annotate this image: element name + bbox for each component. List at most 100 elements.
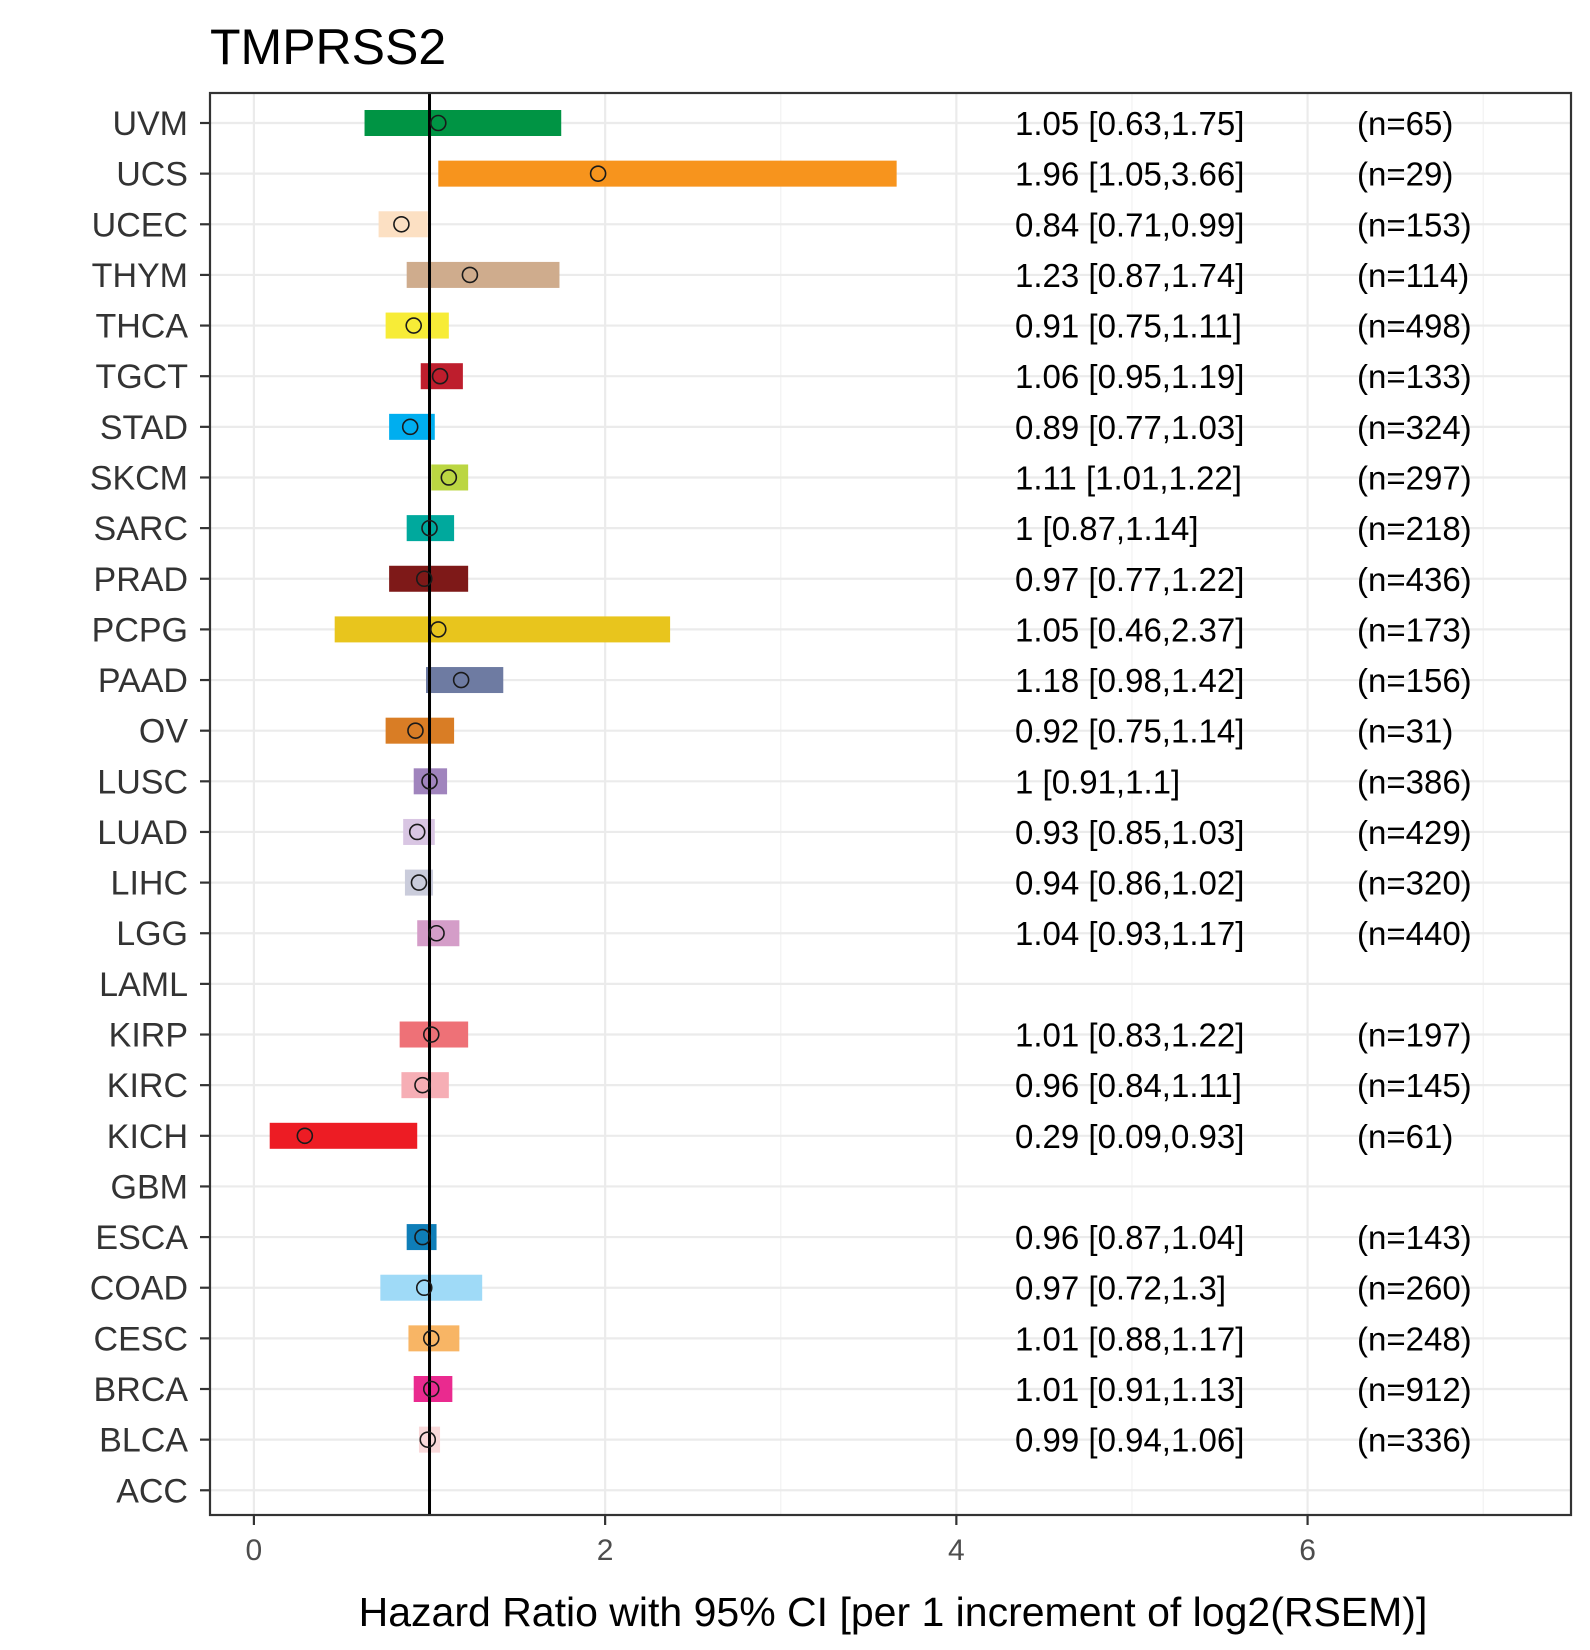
y-tick-label-stad: STAD	[100, 409, 188, 447]
x-tick-label: 6	[1299, 1534, 1316, 1567]
y-tick-label-ucs: UCS	[116, 156, 188, 194]
ci-label-ov: 0.92 [0.75,1.14]	[1015, 713, 1244, 750]
x-axis: 0 2 4 6	[246, 1515, 1316, 1567]
ci-label-thca: 0.91 [0.75,1.11]	[1015, 308, 1242, 345]
hr-point-stad	[401, 418, 419, 436]
hr-point-ucec	[393, 215, 410, 233]
n-label-lihc: (n=320)	[1357, 865, 1472, 902]
hr-point-paad	[452, 671, 470, 689]
n-label-brca: (n=912)	[1357, 1371, 1472, 1408]
hr-point-ov	[407, 722, 424, 739]
n-label-thca: (n=498)	[1357, 308, 1472, 345]
ci-label-uvm: 1.05 [0.63,1.75]	[1015, 105, 1244, 142]
hr-point-esca	[414, 1228, 431, 1246]
hr-point-kirp	[422, 1026, 440, 1043]
ci-label-skcm: 1.11 [1.01,1.22]	[1015, 459, 1242, 496]
ci-label-sarc: 1 [0.87,1.14]	[1015, 510, 1198, 547]
y-tick-label-coad: COAD	[90, 1270, 188, 1308]
n-label-luad: (n=429)	[1357, 814, 1472, 851]
ci-bar-skcm	[431, 464, 469, 491]
n-label-paad: (n=156)	[1357, 662, 1472, 699]
n-label-pcpg: (n=173)	[1357, 611, 1472, 648]
hr-point-sarc	[421, 519, 438, 537]
ci-label-tgct: 1.06 [0.95,1.19]	[1015, 358, 1244, 395]
y-tick-label-thca: THCA	[95, 308, 188, 346]
ci-label-brca: 1.01 [0.91,1.13]	[1015, 1371, 1244, 1408]
y-tick-label-paad: PAAD	[98, 662, 188, 700]
y-tick-label-lihc: LIHC	[111, 865, 188, 903]
n-label-sarc: (n=218)	[1357, 510, 1472, 547]
ci-label-kirp: 1.01 [0.83,1.22]	[1015, 1017, 1244, 1054]
y-tick-label-luad: LUAD	[97, 814, 188, 852]
ci-bar-lgg	[417, 920, 460, 947]
ci-bar-thca	[385, 312, 449, 339]
n-label-esca: (n=143)	[1357, 1219, 1472, 1256]
ci-label-kirc: 0.96 [0.84,1.11]	[1015, 1067, 1242, 1104]
y-tick-label-uvm: UVM	[112, 105, 188, 143]
n-label-uvm: (n=65)	[1357, 105, 1453, 142]
y-tick-label-pcpg: PCPG	[92, 611, 188, 649]
y-tick-label-ucec: UCEC	[92, 206, 188, 244]
ci-bar-esca	[406, 1224, 437, 1251]
n-label-tgct: (n=133)	[1357, 358, 1472, 395]
n-label-kirc: (n=145)	[1357, 1067, 1472, 1104]
y-tick-label-lusc: LUSC	[97, 763, 188, 801]
hr-point-thca	[405, 317, 423, 334]
hr-point-ucs	[589, 165, 607, 182]
n-label-kirp: (n=197)	[1357, 1017, 1472, 1054]
hr-point-skcm	[440, 469, 458, 486]
y-tick-label-kirc: KIRC	[107, 1067, 188, 1105]
hr-point-lihc	[410, 874, 428, 891]
x-tick-label: 2	[597, 1534, 614, 1567]
y-tick-label-tgct: TGCT	[95, 358, 188, 396]
n-label-kich: (n=61)	[1357, 1118, 1453, 1155]
hr-point-blca	[419, 1431, 437, 1448]
n-label-skcm: (n=297)	[1357, 459, 1472, 496]
y-tick-label-esca: ESCA	[95, 1219, 188, 1257]
ci-bar-ucec	[378, 211, 428, 238]
hr-point-tgct	[431, 367, 449, 385]
ci-bar-cesc	[408, 1325, 460, 1352]
ci-bar-brca	[413, 1376, 453, 1402]
y-tick-label-skcm: SKCM	[90, 459, 188, 497]
ci-bar-kirp	[399, 1021, 469, 1048]
y-tick-label-kich: KICH	[107, 1118, 188, 1156]
hr-point-thym	[461, 266, 479, 284]
y-tick-label-kirp: KIRP	[109, 1017, 188, 1055]
chart-title: TMPRSS2	[210, 19, 446, 75]
ci-bar-pcpg	[334, 616, 671, 643]
y-tick-label-brca: BRCA	[94, 1371, 189, 1409]
hr-point-luad	[408, 823, 426, 841]
x-tick-label: 4	[948, 1534, 965, 1567]
ci-label-esca: 0.96 [0.87,1.04]	[1015, 1219, 1244, 1256]
ci-bar-paad	[426, 667, 504, 694]
hr-point-coad	[415, 1279, 433, 1297]
ci-bar-kirc	[401, 1072, 449, 1099]
ci-bar-stad	[389, 413, 435, 440]
n-label-ucec: (n=153)	[1357, 206, 1472, 243]
hr-point-brca	[422, 1380, 440, 1398]
ci-label-ucec: 0.84 [0.71,0.99]	[1015, 206, 1244, 243]
y-tick-label-blca: BLCA	[99, 1422, 188, 1460]
n-label-lgg: (n=440)	[1357, 915, 1472, 952]
n-label-lusc: (n=386)	[1357, 763, 1472, 800]
ci-label-cesc: 1.01 [0.88,1.17]	[1015, 1320, 1244, 1357]
y-tick-label-laml: LAML	[99, 966, 188, 1004]
ci-bar-ucs	[438, 160, 897, 187]
x-axis-title: Hazard Ratio with 95% CI [per 1 incremen…	[359, 1589, 1428, 1635]
ci-bar-kich	[269, 1122, 418, 1149]
n-label-thym: (n=114)	[1357, 257, 1469, 294]
ci-label-prad: 0.97 [0.77,1.22]	[1015, 561, 1244, 598]
panel-border	[208, 91, 1573, 1517]
n-label-ov: (n=31)	[1357, 713, 1453, 750]
hr-point-lgg	[428, 924, 445, 942]
y-tick-label-ov: OV	[139, 713, 188, 751]
ci-label-thym: 1.23 [0.87,1.74]	[1015, 257, 1244, 294]
ci-label-lusc: 1 [0.91,1.1]	[1015, 763, 1180, 800]
n-label-cesc: (n=248)	[1357, 1320, 1472, 1357]
ci-bar-uvm	[364, 110, 562, 136]
n-label-coad: (n=260)	[1357, 1270, 1472, 1307]
annotations: 1.05 [0.63,1.75] (n=65) 1.96 [1.05,3.66] (n…	[1015, 105, 1472, 1459]
ci-label-pcpg: 1.05 [0.46,2.37]	[1015, 611, 1244, 648]
n-label-blca: (n=336)	[1357, 1422, 1472, 1459]
